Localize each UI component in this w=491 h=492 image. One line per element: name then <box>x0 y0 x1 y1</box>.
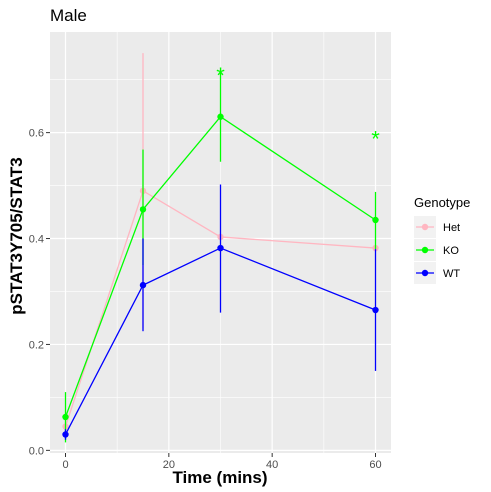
data-point-ko <box>139 206 147 213</box>
x-tick-label: 0 <box>62 459 68 471</box>
series-line-het <box>64 189 376 427</box>
significance-marker: * <box>371 127 380 152</box>
y-tick-label: 0.0 <box>29 445 44 457</box>
y-tick-label: 0.2 <box>29 339 44 351</box>
data-point-ko <box>217 113 224 120</box>
data-point-wt <box>139 281 147 289</box>
data-point-ko <box>372 216 379 224</box>
significance-marker: * <box>216 63 225 88</box>
data-point-wt <box>217 244 224 252</box>
x-tick-label: 60 <box>369 459 381 471</box>
axes-layer: 0 20 40 60 0.0 0.2 0.4 0.6 <box>29 128 382 471</box>
series-wt <box>62 184 379 440</box>
x-tick-label: 40 <box>266 459 278 471</box>
annotation-layer: ** <box>216 63 380 152</box>
chart-title: Male <box>50 6 87 25</box>
series-layer <box>62 53 379 443</box>
legend-label-wt: WT <box>443 268 460 280</box>
data-point-wt <box>372 306 379 314</box>
x-axis-title: Time (mins) <box>172 468 267 487</box>
legend-title: Genotype <box>414 195 470 210</box>
y-axis-title: pSTAT3Y705/STAT3 <box>7 157 26 314</box>
legend-label-het: Het <box>443 222 460 234</box>
x-tick-label: 20 <box>163 459 175 471</box>
legend-point-wt <box>421 269 429 277</box>
legend: Genotype Het KO WT <box>414 195 470 284</box>
legend-point-ko <box>421 246 429 254</box>
legend-label-ko: KO <box>443 245 459 257</box>
series-line-ko <box>64 115 376 418</box>
y-tick-label: 0.4 <box>29 234 44 246</box>
series-line-wt <box>64 247 376 435</box>
data-point-wt <box>62 431 69 438</box>
y-tick-label: 0.6 <box>29 128 44 140</box>
legend-point-het <box>421 223 429 231</box>
data-point-ko <box>62 413 69 421</box>
